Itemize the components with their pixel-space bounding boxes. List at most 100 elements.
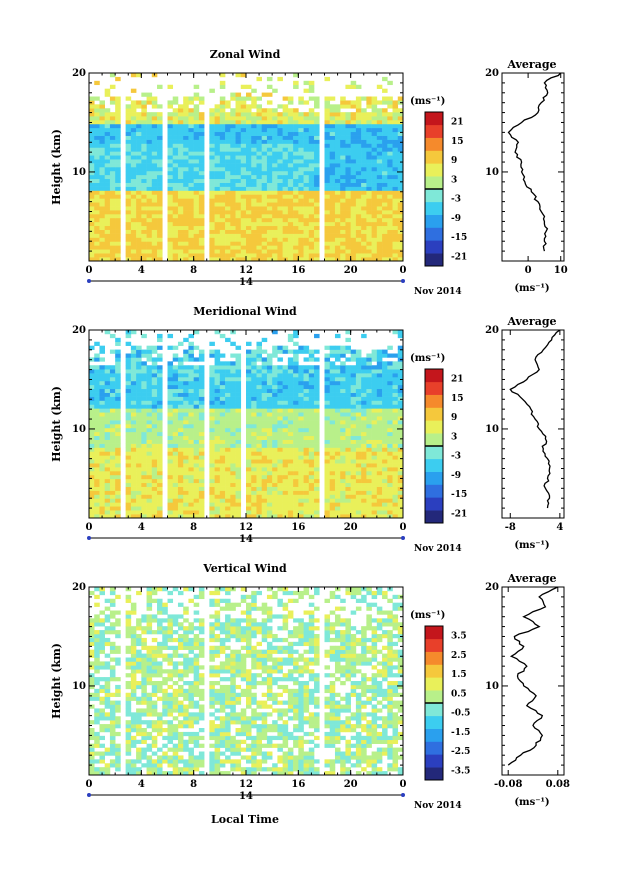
date-axis-end [401,793,405,797]
colorbar-segment [425,150,443,164]
colorbar-segment [425,124,443,138]
meridional-cb-unit: (ms⁻¹) [410,353,445,364]
average-frame [501,72,565,262]
avg-x-tick-label: 0 [525,265,532,276]
x-tick-label: 12 [239,522,253,533]
y-tick-label: 20 [72,582,86,593]
x-tick-label: 4 [138,265,145,276]
date-axis-start [87,536,91,540]
vertical-average-profile: 10 20 -0.08 0.08 [485,582,570,790]
colorbar-tick-label: 2.5 [451,651,467,661]
x-tick-label: 0 [86,522,93,533]
colorbar-tick-label: -21 [451,509,467,519]
colorbar-segment [425,369,443,383]
x-tick-label: 0 [400,265,407,276]
y-tick-label: 10 [72,681,86,692]
colorbar-segment [425,137,443,151]
colorbar-segment [425,176,443,190]
x-tick-label: 4 [138,522,145,533]
colorbar-segment [425,510,443,524]
avg-y-tick-label: 10 [485,681,499,692]
colorbar-segment [425,651,443,665]
zonal-cb-unit: (ms⁻¹) [410,96,445,107]
vertical-month-label: Nov 2014 [414,801,462,811]
colorbar-segment [425,381,443,395]
colorbar-segment [425,420,443,434]
colorbar-segment [425,407,443,421]
zonal-title: Zonal Wind [210,48,281,61]
colorbar-tick-label: 15 [451,137,464,147]
date-axis-day: 14 [239,534,253,545]
average-frame [501,586,565,776]
zonal-colorbar: 21 15 9 3 -3 -9 -15 -21 [424,111,467,267]
colorbar-segment [425,394,443,408]
date-axis-day: 14 [239,791,253,802]
colorbar-segment [425,227,443,241]
colorbar-tick-label: -0.5 [451,709,470,719]
colorbar-segment [425,471,443,485]
colorbar-tick-label: -9 [451,214,461,224]
colorbar-segment [425,497,443,511]
zonal-avg-title: Average [506,58,556,71]
meridional-avg-title: Average [506,315,556,328]
avg-y-tick-label: 10 [485,424,499,435]
colorbar-segment [425,767,443,781]
date-axis-end [401,279,405,283]
colorbar-segment [425,189,443,203]
colorbar-tick-label: 21 [451,375,464,385]
avg-y-tick-label: 20 [485,68,499,79]
date-axis-start [87,793,91,797]
colorbar-tick-label: 3 [451,432,457,442]
x-tick-label: 20 [344,779,358,790]
y-tick-label: 20 [72,325,86,336]
x-tick-label: 16 [291,779,305,790]
colorbar-segment [425,484,443,498]
average-line [507,586,559,766]
colorbar-tick-label: -15 [451,233,467,243]
avg-x-tick-label: 0.08 [546,779,570,790]
date-axis-end [401,536,405,540]
x-tick-label: 0 [86,779,93,790]
colorbar-segment [425,664,443,678]
vertical-ylabel: Height (km) [50,643,63,719]
heatmap-cells [89,73,404,262]
avg-y-tick-label: 20 [485,582,499,593]
colorbar-tick-label: -3.5 [451,766,470,776]
colorbar-segment [425,703,443,717]
colorbar-tick-label: 9 [451,156,457,166]
colorbar-tick-label: 9 [451,413,457,423]
colorbar-tick-label: -1.5 [451,728,470,738]
y-tick-label: 10 [72,167,86,178]
colorbar-segment [425,433,443,447]
colorbar-segment [425,690,443,704]
colorbar-tick-label: 3.5 [451,632,467,642]
colorbar-tick-label: -3 [451,195,461,205]
colorbar-tick-label: -21 [451,252,467,262]
vertical-avg-xlabel: (ms⁻¹) [514,797,549,808]
avg-x-tick-label: 10 [554,265,568,276]
vertical-avg-title: Average [506,572,556,585]
colorbar-tick-label: -3 [451,452,461,462]
x-tick-label: 0 [400,522,407,533]
colorbar-tick-label: -15 [451,490,467,500]
vertical-title: Vertical Wind [202,562,287,575]
zonal-heatmap: 0 4 8 12 16 20 0 10 20 14 [72,68,406,288]
meridional-month-label: Nov 2014 [414,544,462,554]
heatmap-cells [89,330,404,519]
heatmap-cells [89,587,404,776]
meridional-title: Meridional Wind [193,305,297,318]
colorbar-segment [425,201,443,215]
average-line [509,329,561,509]
x-tick-label: 8 [190,779,197,790]
x-tick-label: 12 [239,779,253,790]
x-tick-label: 0 [86,265,93,276]
avg-x-tick-label: -0.08 [494,779,523,790]
colorbar-segment [425,638,443,652]
colorbar-segment [425,728,443,742]
x-tick-label: 8 [190,265,197,276]
meridional-ylabel: Height (km) [50,386,63,462]
colorbar-segment [425,458,443,472]
meridional-colorbar: 21 15 9 3 -3 -9 -15 -21 [424,368,467,524]
zonal-avg-xlabel: (ms⁻¹) [514,283,549,294]
